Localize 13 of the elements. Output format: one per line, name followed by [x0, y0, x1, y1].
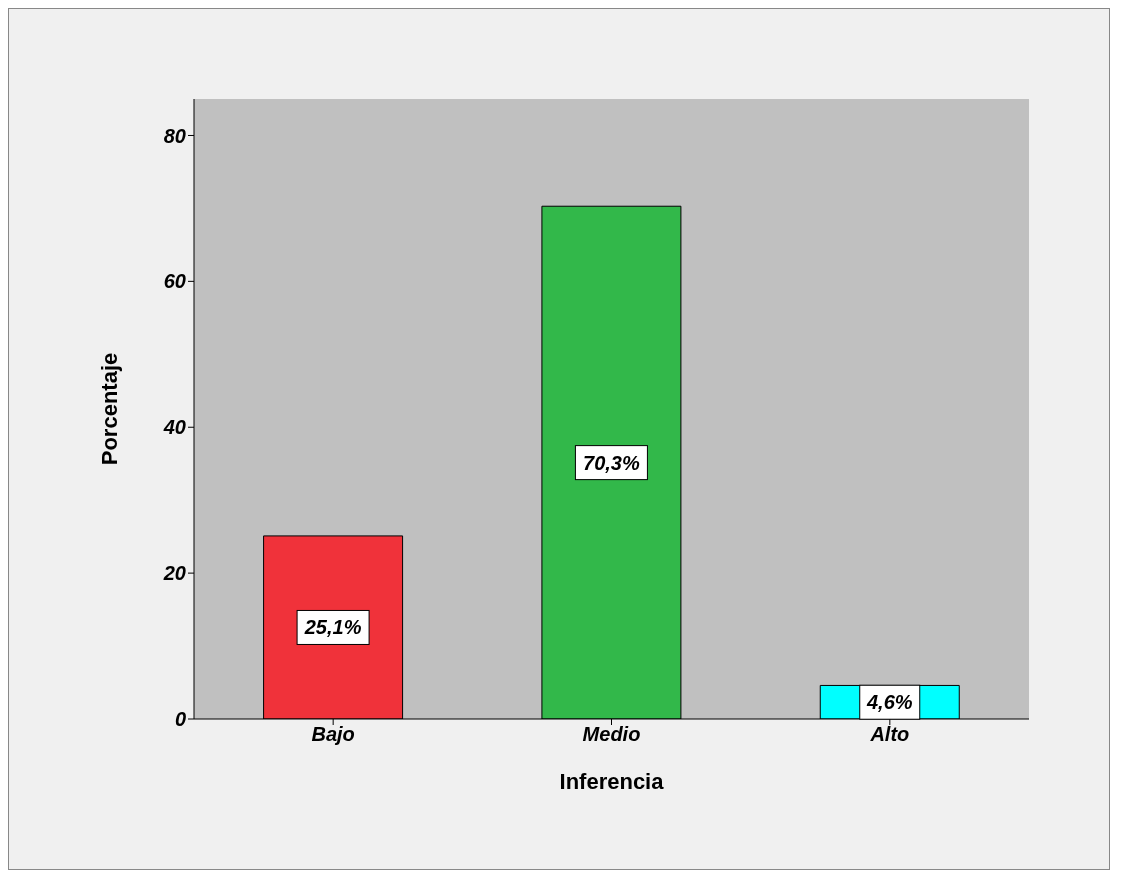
x-tick-label: Medio	[582, 723, 641, 746]
data-label: 25,1%	[303, 616, 362, 639]
y-tick-label: 0	[174, 708, 186, 731]
y-tick-label: 80	[163, 124, 186, 147]
y-tick-label: 20	[162, 562, 186, 585]
data-label: 4,6%	[865, 691, 913, 714]
x-tick-label: Bajo	[311, 723, 355, 746]
x-axis-title: Inferencia	[559, 769, 665, 794]
y-tick-label: 40	[162, 416, 186, 439]
data-label: 70,3%	[583, 451, 640, 474]
y-tick-label: 60	[163, 270, 186, 293]
y-axis-title: Porcentaje	[96, 352, 122, 466]
x-tick-label: Alto	[869, 723, 910, 746]
